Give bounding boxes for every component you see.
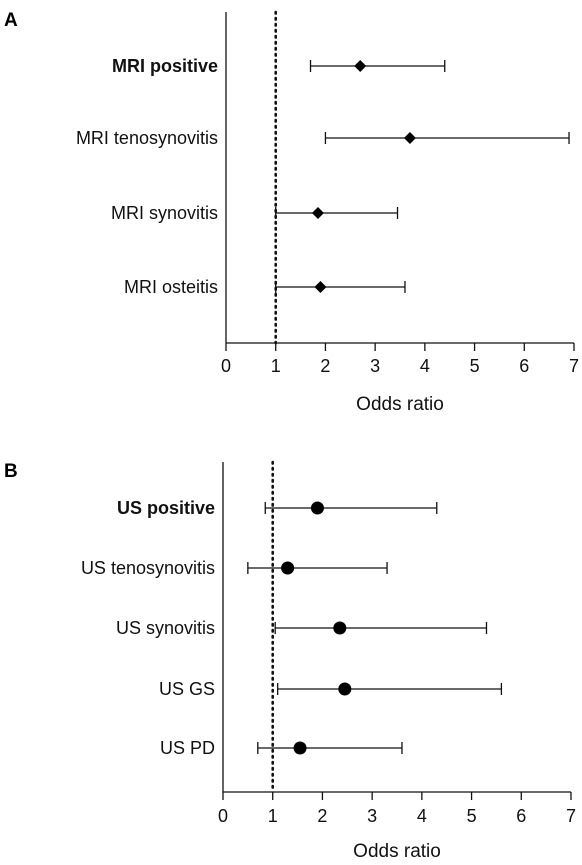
panelB-x-tick-label: 7: [566, 806, 576, 826]
panelB-row-label: US PD: [160, 738, 215, 758]
panelB-x-tick-label: 5: [467, 806, 477, 826]
panelA-row-label: MRI tenosynovitis: [76, 128, 218, 148]
panelA-letter: A: [4, 10, 18, 31]
panelA-point-estimate-diamond: [311, 207, 324, 219]
panelB-point-estimate-circle: [310, 501, 324, 515]
panelB-row-label: US synovitis: [116, 618, 215, 638]
panelA-x-tick-label: 3: [370, 356, 380, 376]
panelB-x-tick-label: 2: [317, 806, 327, 826]
panelB-x-tick-label: 1: [268, 806, 278, 826]
panelA-x-axis-title: Odds ratio: [356, 394, 444, 415]
panelA-point-estimate-diamond: [354, 60, 367, 72]
panelA-x-tick-label: 5: [470, 356, 480, 376]
panelA-x-tick-label: 1: [271, 356, 281, 376]
panelB-x-tick-label: 6: [516, 806, 526, 826]
panelA-x-tick-label: 6: [519, 356, 529, 376]
panelA-x-tick-label: 4: [420, 356, 430, 376]
panelB-point-estimate-circle: [293, 741, 307, 755]
panelA-point-estimate-diamond: [314, 281, 327, 293]
panelB-point-estimate-circle: [333, 621, 347, 635]
panelB-x-tick-label: 4: [417, 806, 427, 826]
panelA-row-label: MRI osteitis: [124, 277, 218, 297]
panelA-x-tick-label: 2: [320, 356, 330, 376]
panelB-x-tick-label: 0: [218, 806, 228, 826]
panelA-x-tick-label: 7: [569, 356, 579, 376]
panelB-letter: B: [4, 461, 18, 482]
panelB-row-label: US tenosynovitis: [81, 558, 215, 578]
panelB-row-label: US GS: [159, 679, 215, 699]
panelB-row-label: US positive: [117, 498, 215, 518]
panelB-point-estimate-circle: [281, 561, 295, 575]
panelB-x-axis-title: Odds ratio: [353, 841, 441, 862]
panelB-point-estimate-circle: [338, 682, 352, 696]
panelB-x-tick-label: 3: [367, 806, 377, 826]
panelA-x-tick-label: 0: [221, 356, 231, 376]
panelA-row-label: MRI synovitis: [111, 203, 218, 223]
panelA-row-label: MRI positive: [112, 56, 218, 76]
panelA-point-estimate-diamond: [403, 132, 416, 144]
